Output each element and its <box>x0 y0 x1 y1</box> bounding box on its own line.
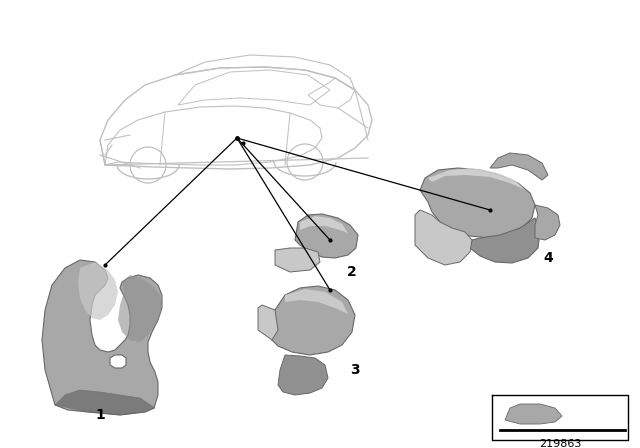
Polygon shape <box>118 275 162 342</box>
Polygon shape <box>42 260 162 415</box>
Polygon shape <box>278 355 328 395</box>
Text: 3: 3 <box>350 363 360 377</box>
Polygon shape <box>300 216 348 233</box>
Polygon shape <box>505 404 562 424</box>
Text: 219863: 219863 <box>539 439 581 448</box>
Text: 2: 2 <box>347 265 357 279</box>
Text: 1: 1 <box>95 408 105 422</box>
Polygon shape <box>110 355 126 368</box>
Polygon shape <box>470 218 540 263</box>
Polygon shape <box>275 248 320 272</box>
Polygon shape <box>428 168 525 190</box>
Polygon shape <box>535 205 560 240</box>
Polygon shape <box>272 286 355 355</box>
Polygon shape <box>295 214 358 258</box>
Polygon shape <box>258 305 278 340</box>
Polygon shape <box>78 262 118 320</box>
Polygon shape <box>420 168 535 238</box>
Polygon shape <box>415 210 472 265</box>
Polygon shape <box>55 390 155 415</box>
Polygon shape <box>490 153 548 180</box>
Text: 4: 4 <box>543 251 553 265</box>
Polygon shape <box>285 289 348 314</box>
